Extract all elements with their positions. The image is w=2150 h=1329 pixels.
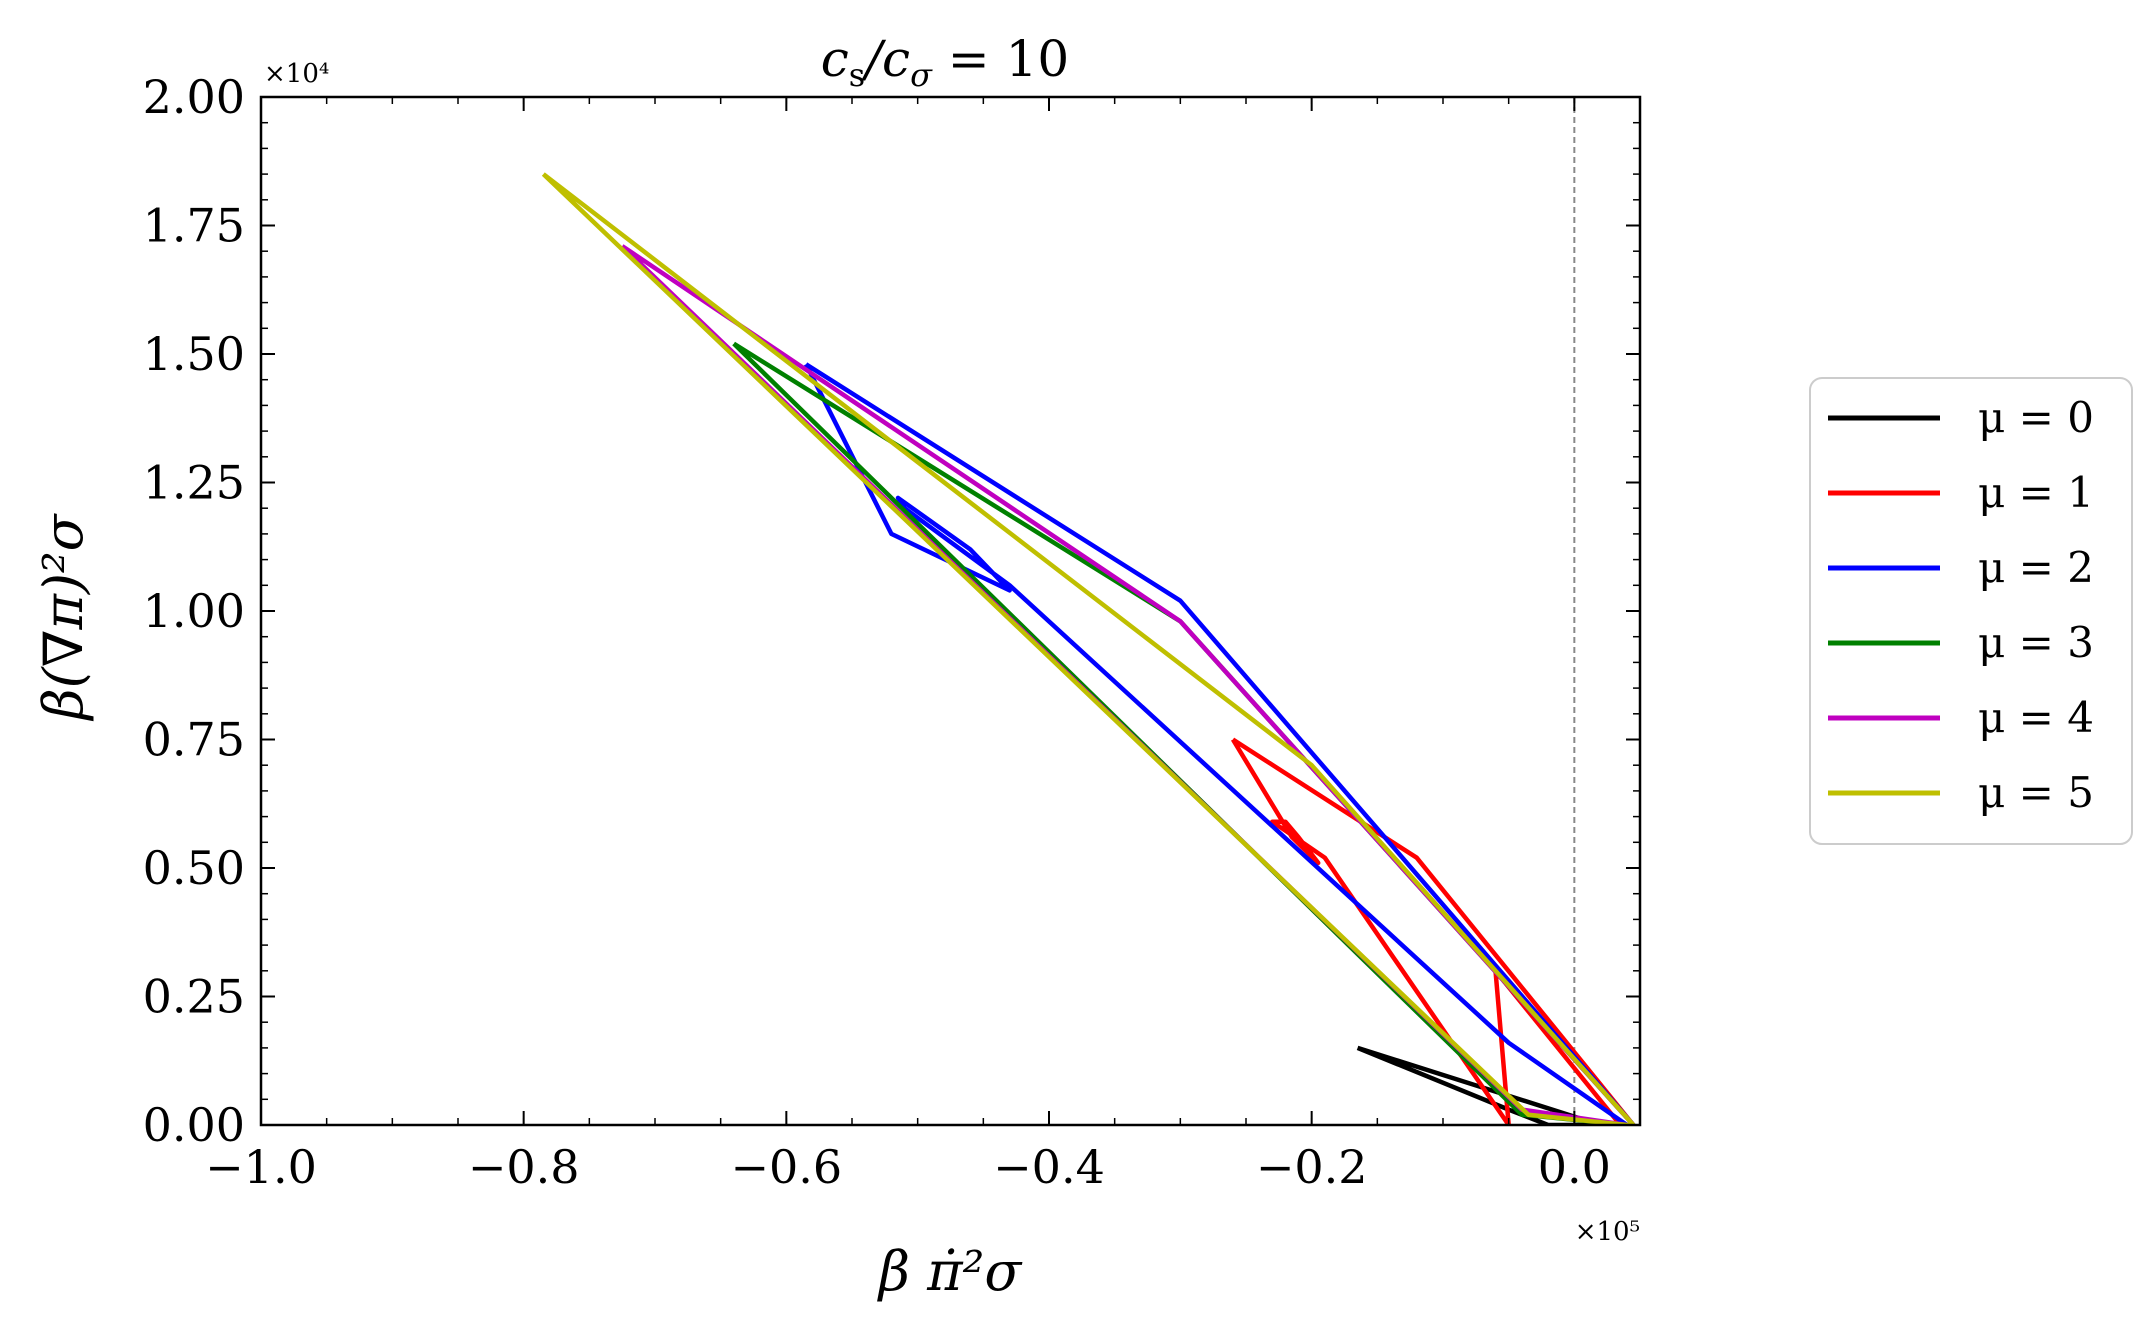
- legend-label-mu-3: μ = 3: [1978, 618, 2094, 667]
- series-group: [541, 172, 1636, 1125]
- series-line-mu-1: [1230, 737, 1636, 1125]
- x-tick-label: 0.0: [1538, 1140, 1611, 1194]
- y-tick-label: 1.25: [143, 456, 245, 510]
- y-tick-label: 0.50: [143, 841, 245, 895]
- chart-title: cs/cσ = 10: [821, 30, 1069, 94]
- legend-label-mu-5: μ = 5: [1978, 768, 2094, 817]
- x-tick-label: −0.4: [993, 1140, 1105, 1194]
- x-tick-label: −1.0: [205, 1140, 317, 1194]
- series-line-mu-5: [541, 172, 1636, 1125]
- x-multiplier: ×10⁵: [1575, 1217, 1640, 1247]
- series-line-mu-2: [803, 362, 1636, 1125]
- y-tick-label: 1.75: [143, 199, 245, 253]
- y-tick-label: 0.00: [143, 1098, 245, 1152]
- x-tick-label: −0.8: [468, 1140, 580, 1194]
- legend-label-mu-2: μ = 2: [1978, 543, 2094, 592]
- y-tick-label: 1.50: [143, 327, 245, 381]
- legend-label-mu-1: μ = 1: [1978, 468, 2094, 517]
- plot-area: −1.0 −0.8 −0.6 −0.4 −0.2 0.0 0.00 0.25 0.50 0.75 1…: [143, 70, 1642, 1194]
- y-multiplier: ×10⁴: [264, 59, 329, 89]
- title-sub-sigma: σ: [910, 56, 933, 94]
- y-tick-label: 1.00: [143, 584, 245, 638]
- y-tick-label: 0.75: [143, 713, 245, 767]
- series-line-mu-4: [620, 244, 1636, 1125]
- legend: μ = 0 μ = 1 μ = 2 μ = 3 μ = 4 μ = 5: [1809, 377, 2133, 845]
- series-line-mu-0: [1356, 1045, 1603, 1125]
- title-rest: = 10: [932, 30, 1069, 88]
- y-tick-label: 2.00: [143, 70, 245, 124]
- y-tick-label: 0.25: [143, 970, 245, 1024]
- title-c-sigma: /c: [861, 30, 910, 88]
- legend-label-mu-4: μ = 4: [1978, 693, 2094, 742]
- svg-text:cs/cσ = 10: cs/cσ = 10: [821, 30, 1069, 94]
- x-tick-label: −0.2: [1256, 1140, 1368, 1194]
- title-sub-s: s: [849, 56, 865, 94]
- x-axis-title: β π̇²σ: [877, 1240, 1024, 1303]
- legend-label-mu-0: μ = 0: [1978, 393, 2094, 442]
- y-axis-title: β(∇π)²σ: [32, 512, 95, 721]
- x-tick-label: −0.6: [730, 1140, 842, 1194]
- title-c-s: c: [821, 30, 849, 88]
